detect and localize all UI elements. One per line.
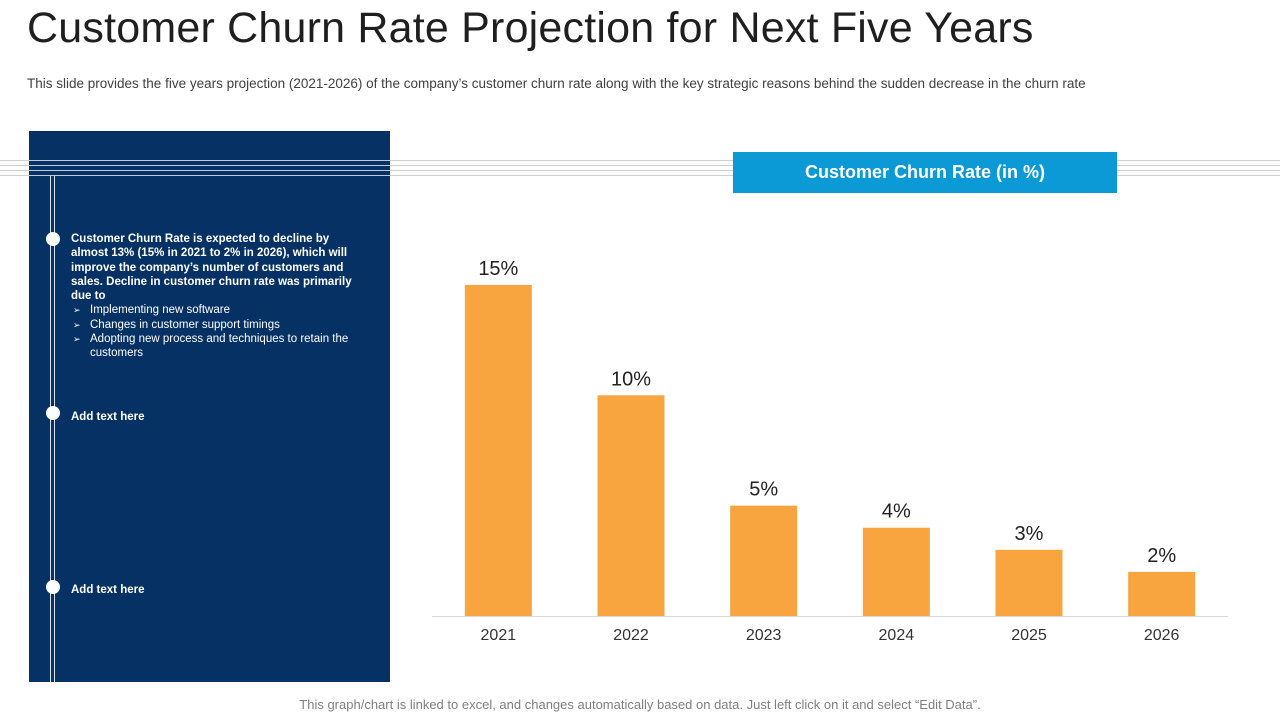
sub-list: Implementing new software Changes in cus… <box>71 303 361 360</box>
x-tick-label-2021: 2021 <box>481 627 517 644</box>
bar-2026 <box>1128 571 1196 616</box>
list-item: Changes in customer support timings <box>71 318 361 333</box>
footer-note: This graph/chart is linked to excel, and… <box>299 697 981 712</box>
bar-2021 <box>464 284 532 616</box>
bullet-block-1: Customer Churn Rate is expected to decli… <box>71 232 361 361</box>
timeline-dot-2 <box>46 406 60 420</box>
bar-2023 <box>730 505 798 616</box>
data-label-2023: 5% <box>749 479 778 501</box>
page-subtitle: This slide provides the five years proje… <box>27 76 1086 91</box>
data-label-2026: 2% <box>1147 545 1176 567</box>
bar-2022 <box>597 395 665 616</box>
decorative-lines <box>0 160 1280 180</box>
timeline-dot-1 <box>46 232 60 246</box>
data-label-2021: 15% <box>478 258 518 280</box>
add-text-1: Add text here <box>71 411 145 423</box>
timeline-dot-3 <box>46 580 60 594</box>
x-tick-label-2025: 2025 <box>1011 627 1047 644</box>
list-item: Implementing new software <box>71 303 361 318</box>
data-label-2024: 4% <box>882 501 911 523</box>
x-tick-label-2026: 2026 <box>1144 627 1180 644</box>
bar-2025 <box>995 549 1063 616</box>
list-item: Adopting new process and techniques to r… <box>71 332 361 361</box>
x-tick-label-2023: 2023 <box>746 627 782 644</box>
page-title: Customer Churn Rate Projection for Next … <box>27 4 1034 52</box>
data-label-2022: 10% <box>611 368 651 390</box>
info-panel: Customer Churn Rate is expected to decli… <box>29 131 390 682</box>
bar-2024 <box>862 527 930 616</box>
x-tick-label-2022: 2022 <box>613 627 649 644</box>
chart-title: Customer Churn Rate (in %) <box>733 152 1117 193</box>
add-text-2: Add text here <box>71 584 145 596</box>
bullet-main-text: Customer Churn Rate is expected to decli… <box>71 233 352 303</box>
data-label-2025: 3% <box>1015 523 1044 545</box>
x-tick-label-2024: 2024 <box>879 627 915 644</box>
